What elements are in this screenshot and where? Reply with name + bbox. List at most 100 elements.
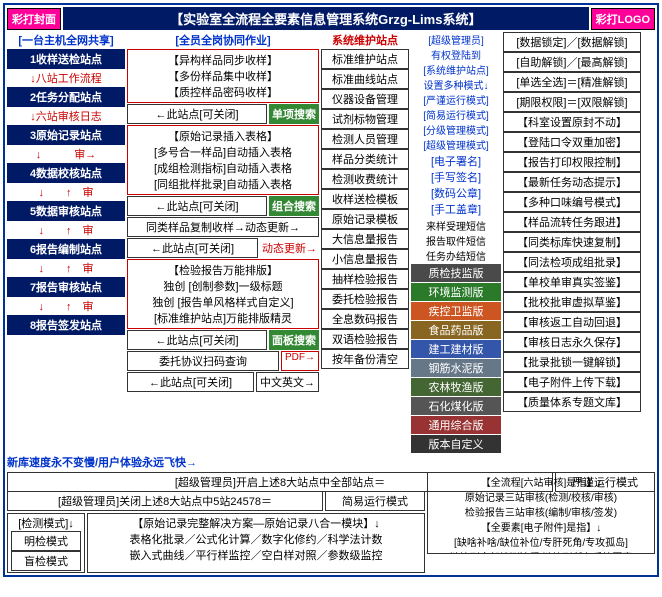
sig-link-3[interactable]: [手工盖章] xyxy=(411,201,501,217)
toggle-station-4[interactable]: ←此站点[可关闭] xyxy=(127,196,267,216)
version-5[interactable]: 钢筋水泥版 xyxy=(411,359,501,377)
feature-5[interactable]: 【登陆口令双重加密】 xyxy=(503,132,641,152)
feature-3[interactable]: [期限权限]＝[双限解锁] xyxy=(503,92,641,112)
mid2-header: 系统维护站点 xyxy=(321,32,409,48)
maint-item-4[interactable]: 检测人员管理 xyxy=(321,129,409,149)
flow-5: ↓ ↑ 审 xyxy=(7,222,125,238)
footer-right-4: [缺啥补啥/缺位补位/专肝死角/专攻孤岛] xyxy=(431,534,651,549)
version-3[interactable]: 食品药品版 xyxy=(411,321,501,339)
flow-3: ↓ 审→ xyxy=(7,146,125,162)
feature-4[interactable]: 【科室设置原封不动】 xyxy=(503,112,641,132)
lang-toggle[interactable]: 中文英文→ xyxy=(256,372,319,392)
maint-item-10[interactable]: 小信息量报告 xyxy=(321,249,409,269)
feature-18[interactable]: 【质量体系专题文库】 xyxy=(503,392,641,412)
version-9[interactable]: 版本自定义 xyxy=(411,435,501,453)
feature-7[interactable]: 【最新任务动态提示】 xyxy=(503,172,641,192)
footer-right-5: [链接到全部检测流程/链接到所有质控要素] xyxy=(431,549,651,554)
maint-item-13[interactable]: 全息数码报告 xyxy=(321,309,409,329)
version-4[interactable]: 建工建材版 xyxy=(411,340,501,358)
version-2[interactable]: 疾控卫监版 xyxy=(411,302,501,320)
maint-item-7[interactable]: 收样送检模板 xyxy=(321,189,409,209)
app-title: 【实验室全流程全要素信息管理系统Grzg-Lims系统】 xyxy=(63,7,589,30)
single-search-button[interactable]: 单项搜索 xyxy=(269,104,319,124)
feature-11[interactable]: 【同法检项成组批录】 xyxy=(503,252,641,272)
r1-item-2: [系统维护站点] xyxy=(411,62,501,77)
print-cover-button[interactable]: 彩打封面 xyxy=(7,8,61,30)
feature-16[interactable]: 【批录批锁一键解锁】 xyxy=(503,352,641,372)
version-8[interactable]: 通用综合版 xyxy=(411,416,501,434)
maint-item-3[interactable]: 试剂标物管理 xyxy=(321,109,409,129)
feature-10[interactable]: 【同类标库快速复制】 xyxy=(503,232,641,252)
feature-15[interactable]: 【审核日志永久保存】 xyxy=(503,332,641,352)
detect-mode-hdr: [检测模式]↓ xyxy=(11,515,81,531)
mode-blind[interactable]: 盲检模式 xyxy=(11,551,81,571)
feature-9[interactable]: 【样品流转任务跟进】 xyxy=(503,212,641,232)
sig-link-2[interactable]: [数码公章] xyxy=(411,185,501,201)
r1-item-5: [简易运行模式] xyxy=(411,107,501,122)
feature-12[interactable]: 【单校单审真实签鉴】 xyxy=(503,272,641,292)
maint-item-9[interactable]: 大信息量报告 xyxy=(321,229,409,249)
copy-sample-box[interactable]: 同类样品复制收样→动态更新→ xyxy=(127,217,319,237)
flow-4: ↓ ↑ 审 xyxy=(7,184,125,200)
version-0[interactable]: 质检技监版 xyxy=(411,264,501,282)
toggle-station-5[interactable]: ←此站点[可关闭] xyxy=(127,238,258,258)
r1-item-7: [超级管理模式] xyxy=(411,137,501,152)
feature-6[interactable]: 【报告打印权限控制】 xyxy=(503,152,641,172)
station-7[interactable]: 7报告审核站点 xyxy=(7,277,125,297)
feature-13[interactable]: 【批校批审虚拟草鉴】 xyxy=(503,292,641,312)
maint-item-2[interactable]: 仪器设备管理 xyxy=(321,89,409,109)
version-6[interactable]: 农林牧渔版 xyxy=(411,378,501,396)
desc-2: 嵌入式曲线／平行样监控／空白样对照／参数级监控 xyxy=(91,547,421,563)
maint-item-0[interactable]: 标准维护站点 xyxy=(321,49,409,69)
maint-item-11[interactable]: 抽样检验报告 xyxy=(321,269,409,289)
r1-item-6: [分级管理模式] xyxy=(411,122,501,137)
station-6[interactable]: 6报告编制站点 xyxy=(7,239,125,259)
r1-item-1: 有权登陆到 xyxy=(411,47,501,62)
feature-2[interactable]: [单选全选]＝[精准解锁] xyxy=(503,72,641,92)
station-1[interactable]: 1收样送检站点 xyxy=(7,49,125,69)
maint-item-14[interactable]: 双语检验报告 xyxy=(321,329,409,349)
station-3[interactable]: 3原始记录站点 xyxy=(7,125,125,145)
r1-item-0: [超级管理员] xyxy=(411,32,501,47)
scan-query-box[interactable]: 委托协议扫码查询 xyxy=(127,351,279,371)
toggle-station-2[interactable]: ←此站点[可关闭] xyxy=(127,104,267,124)
box1-line-1: 【多份样品集中收样】 xyxy=(130,68,316,84)
sms-0: 来样受理短信 xyxy=(411,218,501,233)
box1-line-0: 【异构样品同步收样】 xyxy=(130,52,316,68)
footer-right-0: 【全流程[六站审核]是指】↓ xyxy=(431,474,651,489)
feature-8[interactable]: 【多种口味编号模式】 xyxy=(503,192,641,212)
sig-link-1[interactable]: [手写签名] xyxy=(411,169,501,185)
sig-link-0[interactable]: [电子署名] xyxy=(411,153,501,169)
maint-item-5[interactable]: 样品分类统计 xyxy=(321,149,409,169)
flow-7: ↓ ↑ 审 xyxy=(7,298,125,314)
feature-0[interactable]: [数据锁定]／[数据解锁] xyxy=(503,32,641,52)
maint-item-6[interactable]: 检测收费统计 xyxy=(321,169,409,189)
feature-1[interactable]: [自助解锁]／[最高解锁] xyxy=(503,52,641,72)
version-7[interactable]: 石化煤化版 xyxy=(411,397,501,415)
maint-item-15[interactable]: 按年备份清空 xyxy=(321,349,409,369)
feature-17[interactable]: 【电子附件上传下载】 xyxy=(503,372,641,392)
toggle-station-8[interactable]: ←此站点[可关闭] xyxy=(127,372,254,392)
admin-close-row: [超级管理员]关闭上述8大站点中5站24578＝ xyxy=(7,491,323,511)
box3-line-3: [同组批样批录]自动插入表格 xyxy=(130,176,316,192)
maint-item-1[interactable]: 标准曲线站点 xyxy=(321,69,409,89)
version-1[interactable]: 环境监测版 xyxy=(411,283,501,301)
pdf-button[interactable]: PDF→ xyxy=(281,351,319,371)
station-4[interactable]: 4数据校核站点 xyxy=(7,163,125,183)
maint-item-12[interactable]: 委托检验报告 xyxy=(321,289,409,309)
dynamic-update-label: 动态更新→ xyxy=(260,238,319,258)
flow-6: ↓ ↑ 审 xyxy=(7,260,125,276)
desc-0: 【原始记录完整解决方案—原始记录八合一模块】↓ xyxy=(91,515,421,531)
simple-mode[interactable]: 简易运行模式 xyxy=(325,491,425,511)
panel-search-button[interactable]: 面板搜索 xyxy=(269,330,319,350)
mode-open[interactable]: 明检模式 xyxy=(11,531,81,551)
station-2[interactable]: 2任务分配站点 xyxy=(7,87,125,107)
feature-14[interactable]: 【审核返工自动回退】 xyxy=(503,312,641,332)
combo-search-button[interactable]: 组合搜索 xyxy=(269,196,319,216)
station-5[interactable]: 5数据审核站点 xyxy=(7,201,125,221)
station-8[interactable]: 8报告签发站点 xyxy=(7,315,125,335)
toggle-station-7[interactable]: ←此站点[可关闭] xyxy=(127,330,267,350)
print-logo-button[interactable]: 彩打LOGO xyxy=(591,8,655,30)
flow-2: ↓六站审核日志 xyxy=(7,108,125,124)
maint-item-8[interactable]: 原始记录模板 xyxy=(321,209,409,229)
